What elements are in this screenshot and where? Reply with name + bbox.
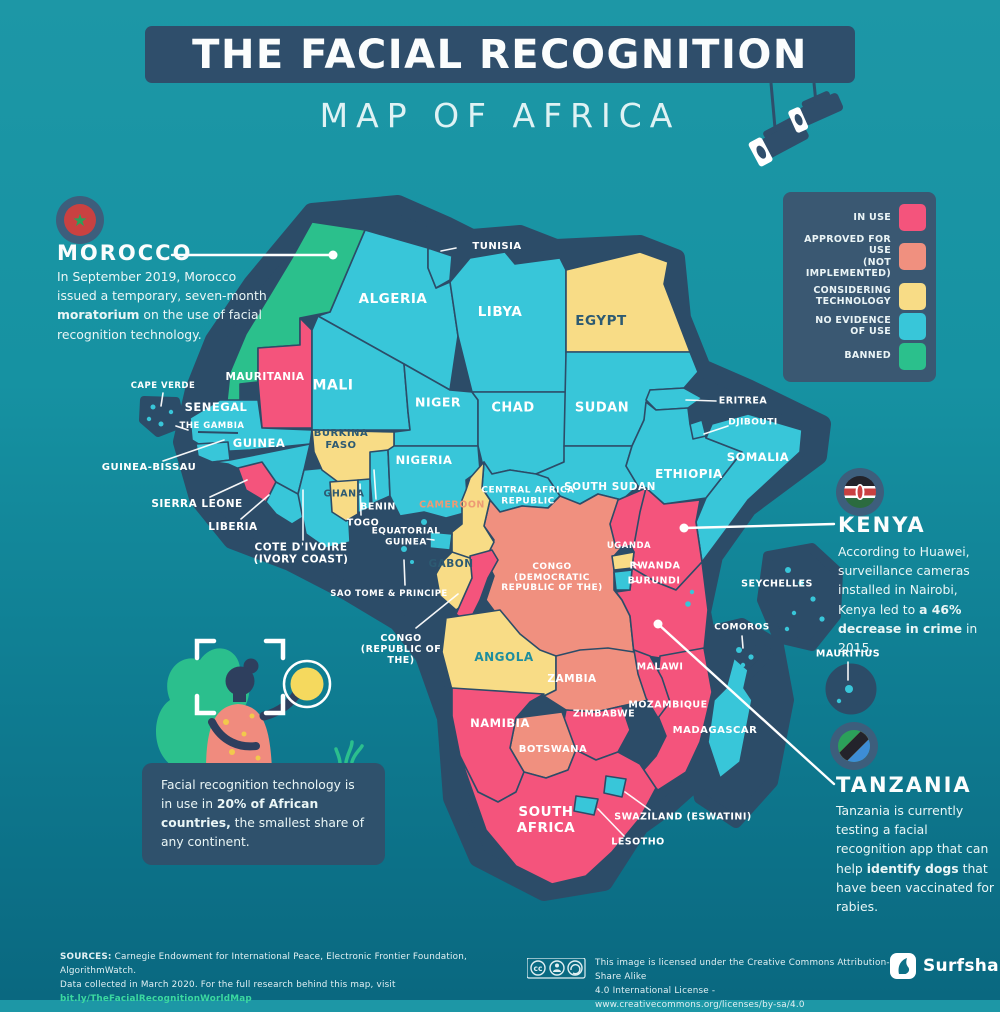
brand-name: Surfshark (923, 956, 1000, 976)
country-benin (369, 449, 391, 505)
svg-text:cc: cc (534, 964, 543, 973)
country-morocco (225, 221, 366, 411)
tanzania-flag-icon (830, 722, 878, 770)
callout-tanzania-text: Tanzania is currently testing a facial r… (836, 803, 995, 915)
country-burundi (613, 569, 633, 591)
islands (146, 404, 853, 704)
legend-color-swatch (899, 282, 926, 310)
legend-color-swatch (899, 243, 926, 271)
countries (189, 221, 803, 885)
legend-panel: IN USE APPROVED FOR USE (NOT IMPLEMENTED)… (783, 192, 936, 382)
country-malawi (633, 649, 671, 719)
legend-color-swatch (899, 204, 926, 231)
country-nigeria (387, 445, 481, 519)
callout-morocco-title: MOROCCO (57, 241, 193, 265)
legend-item-label: BANNED (844, 350, 891, 362)
country-lesotho (573, 795, 599, 816)
seychelles-shadow (757, 543, 843, 651)
legend-item-in_use: IN USE (793, 204, 926, 231)
fact-box: Facial recognition technology is in use … (142, 763, 385, 866)
country-ghana (329, 479, 359, 522)
footer-license: This image is licensed under the Creativ… (595, 958, 890, 1011)
callout-kenya-title: KENYA (838, 513, 926, 537)
legend-item-banned: BANNED (793, 342, 926, 370)
svg-text:★: ★ (72, 211, 87, 231)
legend-item-label: CONSIDERING TECHNOLOGY (813, 284, 891, 308)
legend-item-approved: APPROVED FOR USE (NOT IMPLEMENTED) (793, 234, 926, 280)
pointer-lines (160, 247, 849, 837)
country-the-gambia (197, 431, 239, 434)
scan-target-dot (290, 667, 324, 701)
legend-color-swatch (899, 312, 926, 340)
callout-morocco-text: In September 2019, Morocco issued a temp… (57, 269, 267, 342)
callout-tanzania-title: TANZANIA (836, 773, 972, 797)
callout-kenya-text: According to Huawei, surveillance camera… (838, 544, 978, 656)
country-somalia (695, 413, 803, 563)
footer-sources: SOURCES: Carnegie Endowment for Internat… (60, 952, 468, 1005)
country-uganda (609, 487, 647, 549)
grass-illustration (334, 740, 364, 766)
sources-label: SOURCES: (60, 952, 112, 962)
country-swaziland (603, 775, 627, 798)
cctv-camera-icon (788, 91, 844, 133)
page-subtitle: MAP OF AFRICA (319, 96, 681, 135)
fact-box-text: Facial recognition technology is in use … (161, 778, 365, 850)
legend-item-label: NO EVIDENCE OF USE (815, 314, 891, 338)
legend-item-label: APPROVED FOR USE (NOT IMPLEMENTED) (804, 234, 891, 280)
title-banner: THE FACIAL RECOGNITION (145, 26, 855, 83)
country-rwanda (611, 551, 635, 571)
kenya-flag-icon (836, 468, 884, 516)
legend-color-swatch (899, 342, 926, 370)
cape-verde-shadow (139, 396, 185, 437)
country-zambia (543, 647, 649, 713)
country-chad (471, 391, 569, 475)
country-congo-republic (455, 549, 499, 625)
country-libya (449, 251, 569, 393)
morocco-flag-icon: ★ (56, 196, 104, 244)
scan-target-ring (282, 659, 332, 709)
legend-item-no_evidence: NO EVIDENCE OF USE (793, 312, 926, 340)
cctv-cameras-illustration (748, 82, 844, 167)
country-equatorial-guinea (429, 531, 453, 551)
creative-commons-icons: cc (527, 958, 586, 979)
surfshark-brand: Surfshark® (890, 953, 1000, 979)
page-title: THE FACIAL RECOGNITION (192, 31, 808, 78)
legend-item-considering: CONSIDERING TECHNOLOGY (793, 282, 926, 310)
callout-connectors (170, 250, 836, 786)
country-tunisia (427, 247, 453, 289)
research-link[interactable]: bit.ly/TheFacialRecognitionWorldMap (60, 994, 252, 1005)
surfshark-logo-icon (890, 953, 916, 979)
country-madagascar (707, 657, 753, 779)
viewfinder-frame-icon (194, 638, 286, 716)
legend-item-label: IN USE (853, 211, 891, 223)
face-scan-illustration (156, 638, 364, 771)
